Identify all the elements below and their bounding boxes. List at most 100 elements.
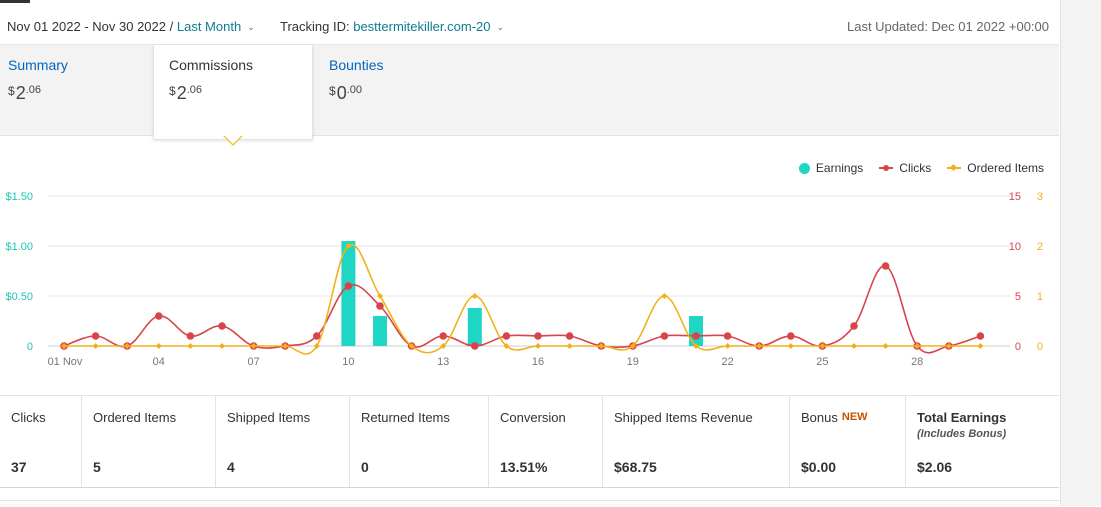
ordered-items-point <box>155 343 162 349</box>
ordered-items-point <box>92 343 99 349</box>
clicks-point <box>787 332 795 340</box>
amount-fraction: .06 <box>25 84 41 96</box>
legend-ordered-items[interactable]: Ordered Items <box>947 161 1044 175</box>
next-section-edge <box>0 500 1059 507</box>
tab-summary-label[interactable]: Summary <box>8 57 68 73</box>
top-edge-fragment <box>0 0 30 3</box>
y-tick-label-earnings: $0.50 <box>5 291 33 303</box>
ordered-items-point <box>598 343 605 349</box>
metric-shipped-items: Shipped Items 4 <box>216 396 350 487</box>
ordered-items-point <box>787 343 794 349</box>
earnings-bar <box>373 316 387 346</box>
ordered-items-point <box>219 343 225 349</box>
amount-whole: 0 <box>336 83 347 103</box>
ordered-items-point <box>693 343 699 349</box>
ordered-items-point <box>408 343 415 349</box>
tab-commissions-label[interactable]: Commissions <box>169 57 254 73</box>
tab-summary[interactable]: Summary $2.06 <box>0 45 152 135</box>
amount-fraction: .00 <box>346 84 362 96</box>
tracking-id-label: Tracking ID: <box>280 19 350 34</box>
metric-value: $68.75 <box>614 459 657 475</box>
ordered-items-point <box>471 293 478 299</box>
clicks-point <box>692 332 700 340</box>
y-tick-label-ordered: 1 <box>1037 291 1043 303</box>
metric-label: Clicks <box>11 410 46 425</box>
ordered-items-point <box>661 293 668 299</box>
amount-whole: 2 <box>15 83 26 103</box>
clicks-point <box>376 302 384 310</box>
amount-whole: 2 <box>176 83 187 103</box>
earnings-bar <box>341 241 356 346</box>
y-tick-label-clicks: 10 <box>1009 241 1021 253</box>
y-tick-label-clicks: 5 <box>1015 291 1021 303</box>
date-range-dropdown[interactable]: Last Month ⌄ <box>177 19 255 34</box>
date-range-link[interactable]: Last Month <box>176 19 242 34</box>
amount-fraction: .06 <box>186 84 202 96</box>
tab-commissions[interactable]: Commissions $2.06 <box>153 45 313 140</box>
metric-total-earnings: Total Earnings (Includes Bonus) $2.06 <box>906 396 1052 487</box>
legend-clicks[interactable]: Clicks <box>879 161 931 175</box>
metric-value: $2.06 <box>917 459 953 475</box>
chevron-down-icon[interactable]: ⌄ <box>247 22 255 32</box>
ordered-items-point <box>756 343 763 349</box>
ordered-items-point <box>377 293 383 299</box>
ordered-items-point <box>535 343 541 349</box>
clicks-point <box>660 332 669 340</box>
clicks-line <box>63 265 981 354</box>
clicks-point <box>502 332 511 340</box>
earnings-chart: $1.50 $1.00 $0.50 0 15 10 5 0 3 2 1 0 01 Nov 04 07 10 13… <box>0 150 1059 390</box>
ordered-items-point <box>282 343 289 349</box>
x-tick-label: 01 Nov <box>48 356 83 368</box>
ordered-items-point <box>187 343 194 349</box>
active-tab-pointer-inner <box>225 136 241 144</box>
y-tick-label-earnings: $1.00 <box>5 241 33 253</box>
metric-label: Shipped Items Revenue <box>614 410 753 425</box>
metric-label: Returned Items <box>361 410 450 425</box>
ordered-items-point <box>977 343 984 349</box>
clicks-point <box>218 322 226 330</box>
tab-bounties-label[interactable]: Bounties <box>329 57 384 73</box>
earnings-bar <box>467 308 482 346</box>
metric-label: Ordered Items <box>93 410 177 425</box>
earnings-tabs: Summary $2.06 Commissions $2.06 Bounties… <box>0 45 1059 140</box>
y-tick-label-clicks: 15 <box>1009 191 1021 203</box>
clicks-point <box>976 332 985 340</box>
clicks-point <box>565 332 574 340</box>
ordered-items-point <box>882 343 889 349</box>
tracking-id-selector[interactable]: Tracking ID: besttermitekiller.com-20 ⌄ <box>280 19 504 34</box>
ordered-items-point <box>124 343 131 349</box>
clicks-point <box>155 312 163 320</box>
y-tick-label-earnings: $1.50 <box>5 191 33 203</box>
y-tick-label-clicks: 0 <box>1015 341 1021 353</box>
ordered-items-point <box>566 343 573 349</box>
new-badge: NEW <box>841 411 868 423</box>
ordered-items-point <box>313 343 320 349</box>
clicks-point <box>471 342 479 350</box>
legend-earnings[interactable]: Earnings <box>798 161 863 175</box>
clicks-point <box>439 332 448 340</box>
earnings-dot-icon <box>798 162 810 174</box>
y-tick-label-earnings: 0 <box>27 341 33 353</box>
metric-value: 4 <box>227 459 235 475</box>
ordered-items-point <box>914 343 921 349</box>
metric-value: 13.51% <box>500 459 548 475</box>
y-tick-label-ordered: 3 <box>1037 191 1043 203</box>
ordered-items-line-icon <box>947 167 962 169</box>
tab-bounties[interactable]: Bounties $0.00 <box>320 45 472 135</box>
clicks-point <box>344 282 353 290</box>
chevron-down-icon[interactable]: ⌄ <box>496 22 505 32</box>
tab-commissions-amount: $2.06 <box>169 83 202 104</box>
tracking-id-value[interactable]: besttermitekiller.com-20 <box>353 19 491 34</box>
ordered-items-point <box>851 343 857 349</box>
metric-bonus: Bonus NEW $0.00 <box>790 396 906 487</box>
ordered-items-point <box>440 343 447 349</box>
right-gutter <box>1060 0 1101 506</box>
x-tick-label: 16 <box>532 356 544 368</box>
metric-label: Total Earnings <box>917 410 1007 425</box>
tab-summary-amount: $2.06 <box>8 83 41 104</box>
report-header: Nov 01 2022 - Nov 30 2022 / Last Month ⌄ … <box>0 0 1059 45</box>
ordered-items-point <box>724 343 731 349</box>
clicks-point <box>881 262 890 270</box>
metric-returned-items: Returned Items 0 <box>350 396 489 487</box>
